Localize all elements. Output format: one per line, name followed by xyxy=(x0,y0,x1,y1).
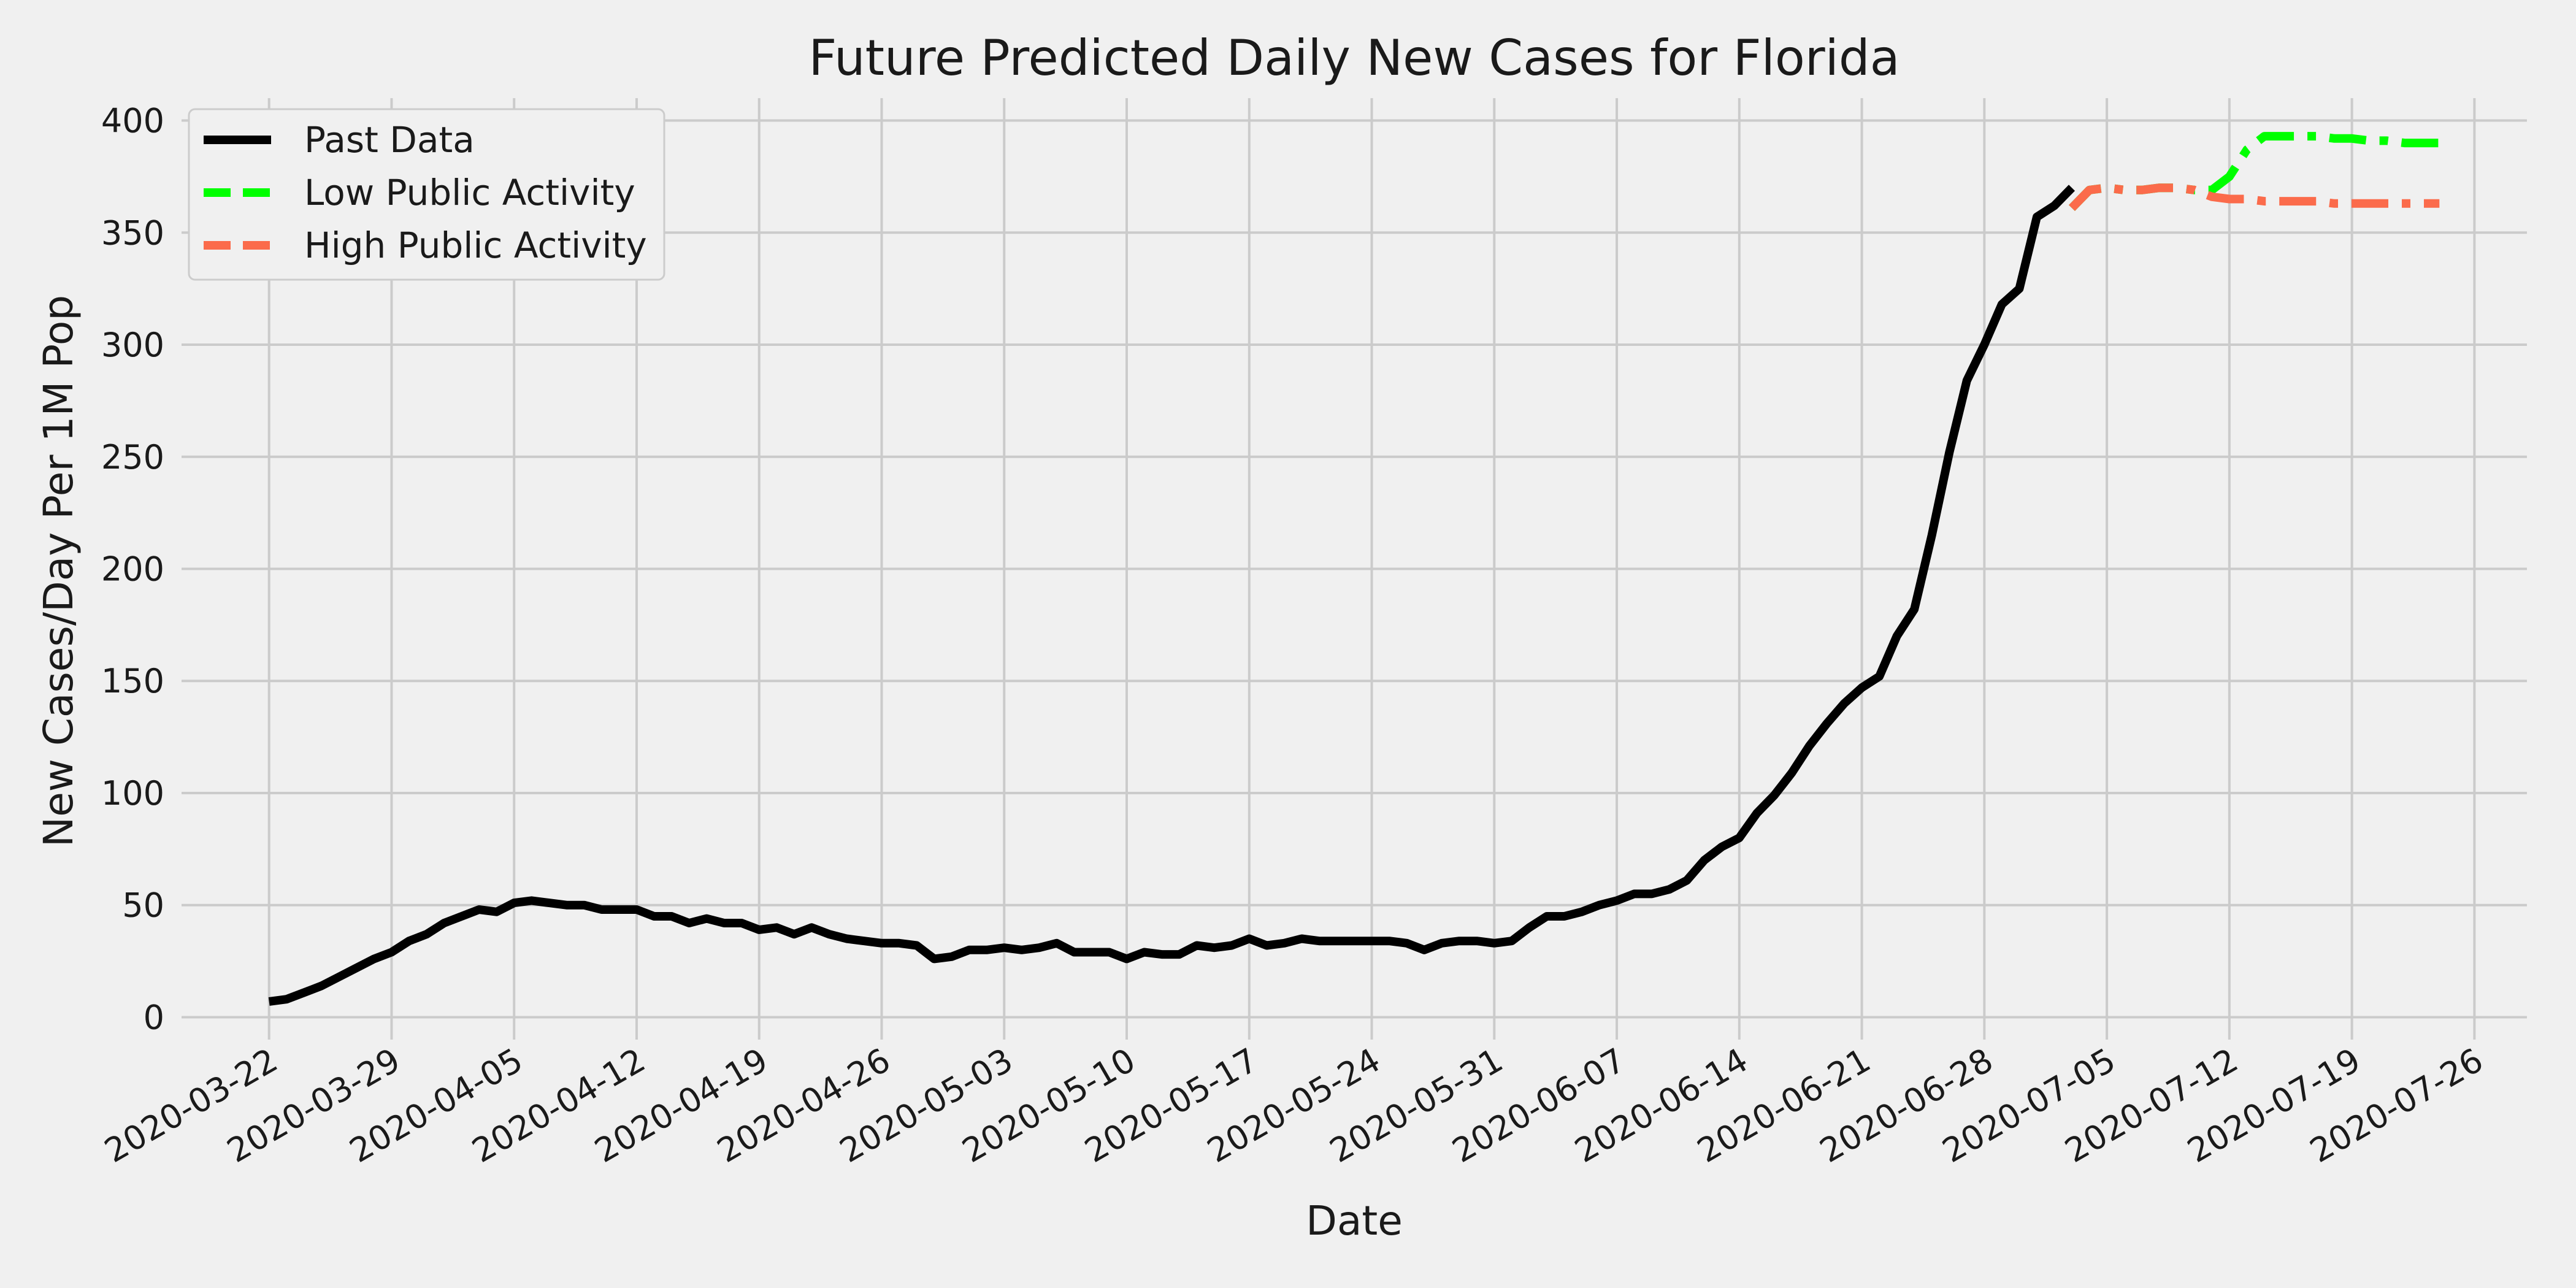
y-tick-labels: 0 50 100 150 200 250 300 350 400 xyxy=(101,102,164,1037)
legend-box xyxy=(188,108,665,281)
series-lines xyxy=(268,132,2440,1006)
y-tick-label: 400 xyxy=(101,102,164,140)
series-line-2 xyxy=(2068,183,2440,211)
legend-label-0: Past Data xyxy=(304,119,475,161)
y-tick-label: 150 xyxy=(101,662,164,700)
y-tick-label: 350 xyxy=(101,213,164,252)
y-axis-label: New Cases/Day Per 1M Pop xyxy=(35,295,82,847)
y-tick-label: 50 xyxy=(122,886,164,925)
y-tick-label: 0 xyxy=(144,998,164,1037)
series-line-0 xyxy=(268,185,2076,1006)
y-tick-label: 250 xyxy=(101,438,164,477)
y-tick-label: 300 xyxy=(101,326,164,364)
y-tick-label: 200 xyxy=(101,550,164,589)
y-tick-label: 100 xyxy=(101,774,164,813)
chart-title: Future Predicted Daily New Cases for Flo… xyxy=(808,29,1899,86)
legend-label-2: High Public Activity xyxy=(304,224,647,266)
x-axis-label: Date xyxy=(1306,1197,1403,1244)
legend-label-1: Low Public Activity xyxy=(304,172,635,213)
legend: Past Data Low Public Activity High Public … xyxy=(188,108,665,281)
